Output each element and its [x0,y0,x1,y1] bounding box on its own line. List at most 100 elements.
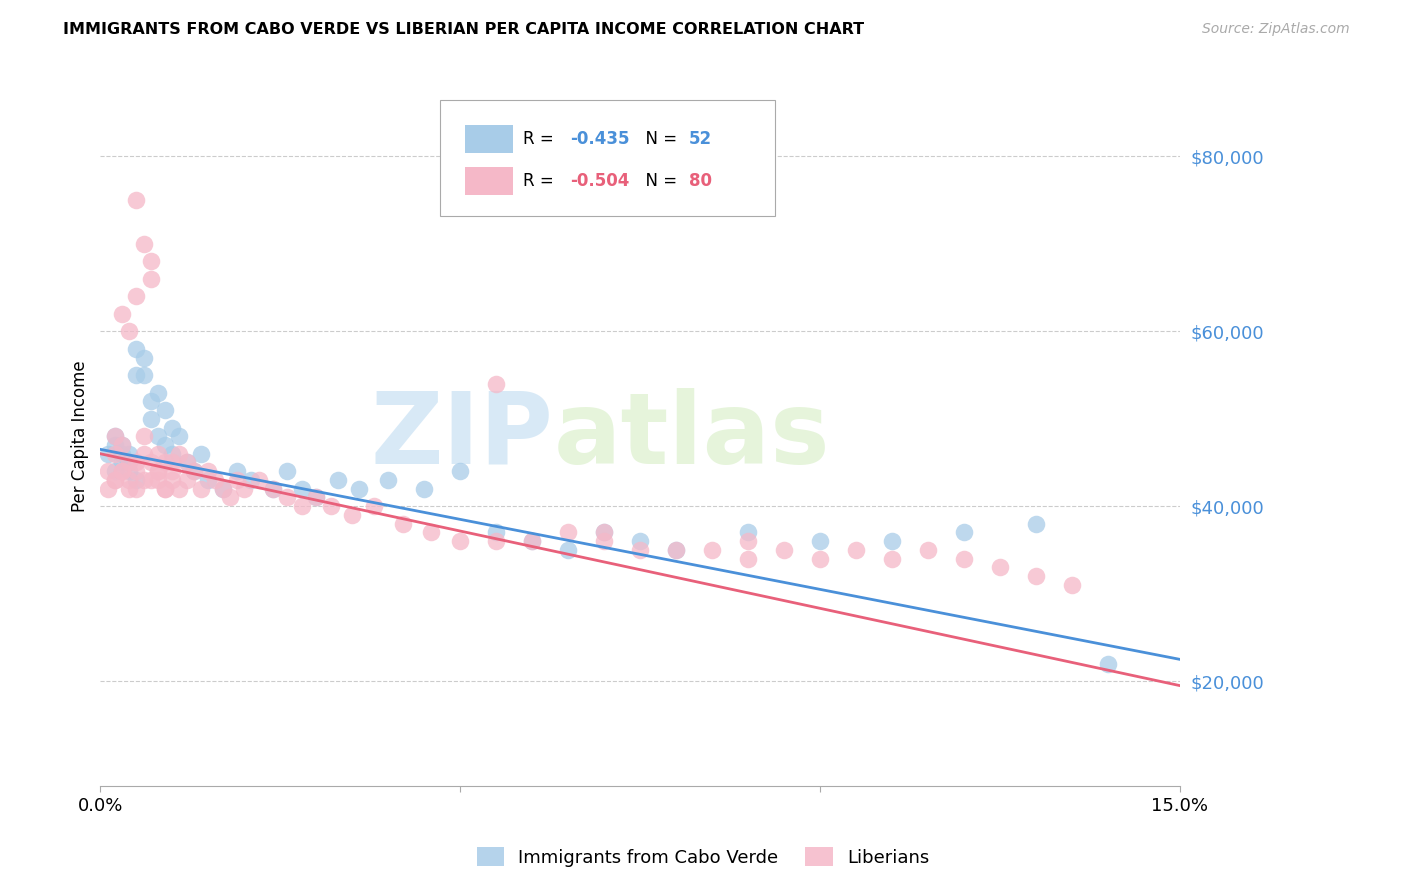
Point [118,324,141,338]
Point [628,543,651,558]
Point [125,464,148,478]
Point [169,429,191,443]
Point [104,438,127,452]
Point [340,508,363,522]
Point [1025,569,1047,583]
Point [111,438,134,452]
Point [190,447,212,461]
Text: IMMIGRANTS FROM CABO VERDE VS LIBERIAN PER CAPITA INCOME CORRELATION CHART: IMMIGRANTS FROM CABO VERDE VS LIBERIAN P… [63,22,865,37]
Point [176,473,198,487]
Point [118,464,141,478]
Text: -0.435: -0.435 [569,130,630,148]
Point [557,543,579,558]
Text: N =: N = [634,172,682,190]
Point [226,473,249,487]
Point [593,534,616,549]
Point [197,473,219,487]
Point [104,447,127,461]
Point [132,368,155,382]
Point [808,534,831,549]
Point [139,394,162,409]
Point [773,543,796,558]
Point [276,464,298,478]
Point [291,500,314,514]
Point [845,543,868,558]
Point [485,525,508,540]
Point [146,429,169,443]
Point [146,385,169,400]
Point [349,482,371,496]
Point [183,464,205,478]
Point [520,534,543,549]
Point [363,500,385,514]
Point [125,368,148,382]
Point [111,455,134,469]
Point [104,473,127,487]
Point [240,473,263,487]
Point [737,534,759,549]
Point [111,307,134,321]
Point [233,482,256,496]
Point [132,351,155,365]
Point [628,534,651,549]
Point [111,464,134,478]
Point [162,455,184,469]
Point [146,464,169,478]
Text: 80: 80 [689,172,711,190]
Point [111,464,134,478]
Point [169,447,191,461]
Point [665,543,688,558]
Point [111,447,134,461]
Point [132,429,155,443]
Point [125,473,148,487]
Point [153,482,176,496]
Point [319,500,342,514]
Point [262,482,284,496]
Text: R =: R = [523,130,560,148]
Point [377,473,399,487]
Point [176,455,198,469]
Point [211,482,233,496]
Point [139,455,162,469]
Point [118,447,141,461]
Point [485,376,508,391]
Point [132,236,155,251]
Point [125,289,148,303]
Legend: Immigrants from Cabo Verde, Liberians: Immigrants from Cabo Verde, Liberians [470,840,936,874]
Point [146,473,169,487]
Point [153,438,176,452]
Point [118,473,141,487]
Point [391,516,413,531]
Point [162,420,184,434]
Point [96,464,118,478]
Point [1060,578,1083,592]
Point [139,473,162,487]
Point [276,491,298,505]
Point [700,543,723,558]
Point [139,254,162,268]
Point [132,447,155,461]
Point [96,447,118,461]
Point [162,473,184,487]
Point [125,193,148,207]
Point [305,491,328,505]
Point [153,482,176,496]
Point [305,491,328,505]
Point [190,482,212,496]
Point [917,543,939,558]
Point [413,482,436,496]
Point [104,429,127,443]
Point [952,551,974,566]
Text: ZIP: ZIP [371,388,554,484]
Point [118,482,141,496]
Point [449,464,471,478]
Point [197,464,219,478]
Text: R =: R = [523,172,560,190]
Y-axis label: Per Capita Income: Per Capita Income [72,360,89,512]
Point [183,464,205,478]
Point [593,525,616,540]
Point [262,482,284,496]
Point [737,551,759,566]
Point [118,455,141,469]
Point [169,482,191,496]
